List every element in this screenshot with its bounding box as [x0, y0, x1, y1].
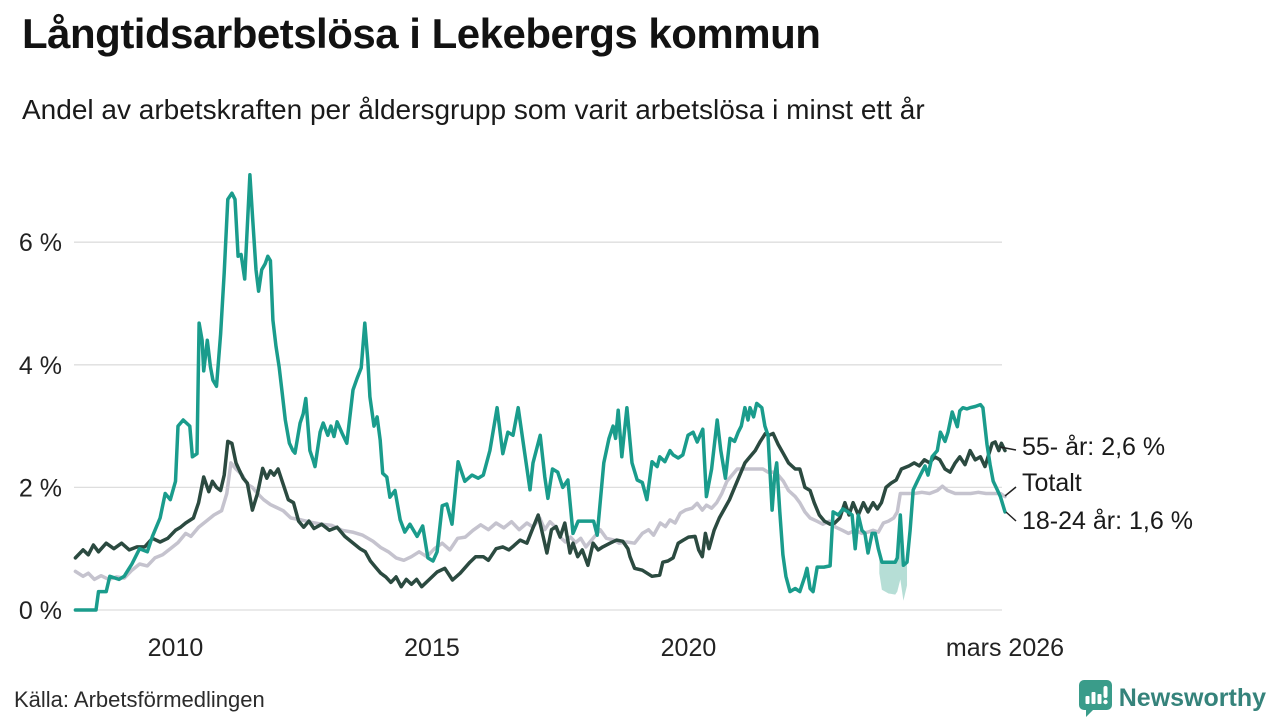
y-axis-tick-label: 2 % [19, 474, 62, 502]
newsworthy-logo: Newsworthy [1078, 680, 1266, 717]
end-label-18-24-ar: 18-24 år: 1,6 % [1022, 507, 1193, 535]
newsworthy-wordmark: Newsworthy [1118, 684, 1266, 712]
label-connector [999, 446, 1017, 451]
x-axis-tick-label: 2015 [404, 634, 460, 662]
end-label-55-ar: 55- år: 2,6 % [1022, 433, 1166, 461]
newsworthy-chart-bubble-icon [1078, 680, 1112, 717]
y-axis-tick-label: 4 % [19, 352, 62, 380]
label-connector [1004, 486, 1017, 497]
page-title: Långtidsarbetslösa i Lekebergs kommun [22, 10, 821, 57]
x-axis-tick-label: mars 2026 [946, 634, 1064, 662]
series-line-55-r [73, 431, 1007, 589]
x-axis-tick-label: 2020 [661, 634, 717, 662]
source-note: Källa: Arbetsförmedlingen [14, 687, 265, 712]
x-axis-tick-label: 2010 [148, 634, 204, 662]
page-subtitle: Andel av arbetskraften per åldersgrupp s… [22, 94, 925, 125]
series-line-18-24-r [73, 173, 1007, 612]
y-axis-tick-label: 0 % [19, 597, 62, 625]
label-connector [1005, 511, 1017, 522]
y-axis-tick-label: 6 % [19, 229, 62, 257]
end-label-totalt: Totalt [1022, 469, 1082, 497]
